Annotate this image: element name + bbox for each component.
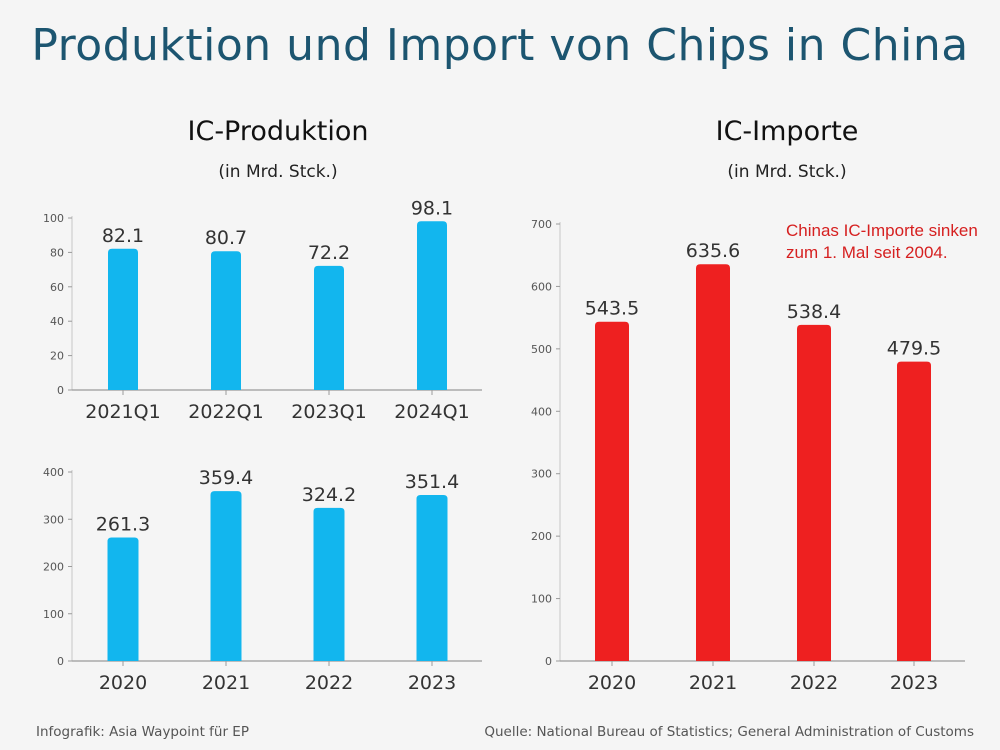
imports-section-unit: (in Mrd. Stck.) [727, 162, 847, 182]
imports_annual-bar-2020 [595, 321, 629, 661]
imports_annual-bar-2022 [797, 324, 831, 661]
footer-credit: Infografik: Asia Waypoint für EP [36, 724, 249, 740]
imports_annual-y-tick-label: 600 [531, 280, 552, 293]
production_quarterly-y-tick-label: 0 [57, 384, 64, 397]
production_annual-bar-2023 [416, 494, 448, 661]
production_annual-value-label-2022: 324.2 [302, 484, 356, 506]
production-section-unit: (in Mrd. Stck.) [218, 162, 338, 182]
production_quarterly-category-label-2023Q1: 2023Q1 [291, 401, 366, 423]
production_annual-bar-2022 [313, 507, 345, 661]
production_annual-bar-2020 [107, 537, 139, 661]
production_quarterly-category-label-2021Q1: 2021Q1 [85, 401, 160, 423]
page-title: Produktion und Import von Chips in China [31, 20, 969, 71]
production_quarterly-value-label-2021Q1: 82.1 [102, 225, 144, 247]
imports_annual-value-label-2020: 543.5 [585, 298, 639, 320]
production_annual-category-label-2021: 2021 [202, 672, 250, 694]
imports_annual-value-label-2021: 635.6 [686, 240, 740, 262]
footer-source: Quelle: National Bureau of Statistics; G… [484, 724, 974, 740]
production_annual-y-tick-label: 100 [43, 608, 64, 621]
imports_annual-y-tick-label: 300 [531, 468, 552, 481]
production_quarterly-y-tick-label: 40 [50, 315, 64, 328]
imports_annual-category-label-2021: 2021 [689, 672, 737, 694]
production_quarterly-value-label-2022Q1: 80.7 [205, 227, 247, 249]
production_annual-category-label-2023: 2023 [408, 672, 456, 694]
production_annual-y-tick-label: 300 [43, 513, 64, 526]
production_annual-y-tick-label: 0 [57, 655, 64, 668]
production_annual-category-label-2020: 2020 [99, 672, 147, 694]
production_quarterly-bar-2024Q1 [417, 221, 447, 390]
production-section-title: IC-Produktion [187, 116, 369, 147]
production_annual-value-label-2020: 261.3 [96, 514, 150, 536]
production_annual-category-label-2022: 2022 [305, 672, 353, 694]
production_quarterly-bar-2021Q1 [108, 248, 138, 390]
production_quarterly-y-tick-label: 80 [50, 246, 64, 259]
imports_annual-category-label-2020: 2020 [588, 672, 636, 694]
imports_annual-bar-2023 [897, 361, 931, 661]
imports_annual-y-tick-label: 100 [531, 593, 552, 606]
production_annual-bar-2021 [210, 491, 242, 661]
imports-section-title: IC-Importe [715, 116, 859, 147]
imports_annual-value-label-2023: 479.5 [887, 338, 941, 360]
production_quarterly-category-label-2024Q1: 2024Q1 [394, 401, 469, 423]
production_quarterly-value-label-2024Q1: 98.1 [411, 197, 453, 219]
imports_annual-y-tick-label: 500 [531, 343, 552, 356]
production_annual-y-tick-label: 200 [43, 561, 64, 574]
production_quarterly-y-tick-label: 100 [43, 212, 64, 225]
production_annual-value-label-2023: 351.4 [405, 471, 459, 493]
production_annual-value-label-2021: 359.4 [199, 467, 253, 489]
imports_annual-bar-2021 [696, 264, 730, 661]
production_quarterly-value-label-2023Q1: 72.2 [308, 242, 350, 264]
imports_annual-value-label-2022: 538.4 [787, 301, 841, 323]
production_quarterly-bar-2022Q1 [211, 251, 241, 390]
production_quarterly-category-label-2022Q1: 2022Q1 [188, 401, 263, 423]
production_quarterly-y-tick-label: 60 [50, 281, 64, 294]
imports_annual-category-label-2022: 2022 [790, 672, 838, 694]
production_quarterly-y-tick-label: 20 [50, 350, 64, 363]
imports_annual-y-tick-label: 200 [531, 530, 552, 543]
imports-annotation: Chinas IC-Importe sinken zum 1. Mal seit… [786, 221, 978, 262]
production_annual-y-tick-label: 400 [43, 466, 64, 479]
production_quarterly-bar-2023Q1 [314, 265, 344, 390]
imports_annual-y-tick-label: 700 [531, 218, 552, 231]
imports_annual-y-tick-label: 0 [545, 655, 552, 668]
imports_annual-y-tick-label: 400 [531, 405, 552, 418]
imports_annual-category-label-2023: 2023 [890, 672, 938, 694]
